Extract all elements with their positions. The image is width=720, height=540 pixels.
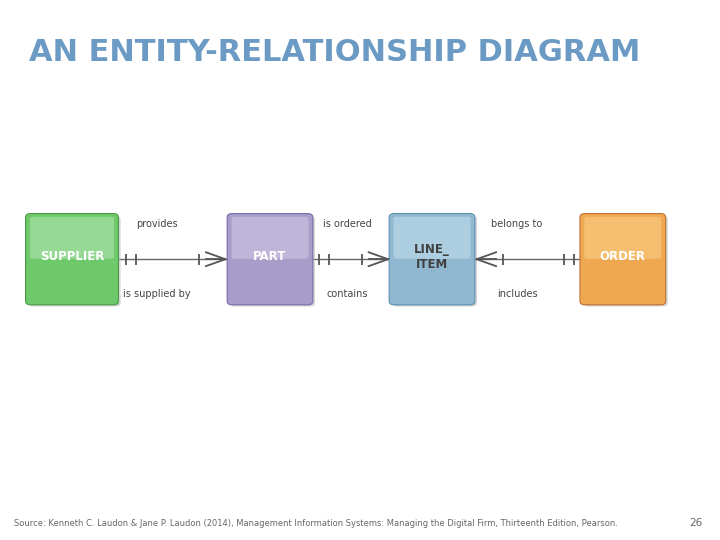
Text: is supplied by: is supplied by <box>123 289 191 299</box>
Text: includes: includes <box>497 289 537 299</box>
FancyBboxPatch shape <box>394 217 471 259</box>
FancyBboxPatch shape <box>580 213 665 305</box>
FancyBboxPatch shape <box>29 216 121 306</box>
Text: Source: Kenneth C. Laudon & Jane P. Laudon (2014), Management Information System: Source: Kenneth C. Laudon & Jane P. Laud… <box>14 519 618 528</box>
Text: 26: 26 <box>689 518 702 528</box>
Text: belongs to: belongs to <box>491 219 543 230</box>
FancyBboxPatch shape <box>30 217 114 259</box>
FancyBboxPatch shape <box>393 216 477 306</box>
Text: is ordered: is ordered <box>323 219 372 230</box>
FancyBboxPatch shape <box>583 216 668 306</box>
Text: SUPPLIER: SUPPLIER <box>40 250 104 263</box>
FancyBboxPatch shape <box>26 213 119 305</box>
FancyBboxPatch shape <box>230 216 315 306</box>
FancyBboxPatch shape <box>228 213 312 305</box>
FancyBboxPatch shape <box>585 217 661 259</box>
Text: LINE_
ITEM: LINE_ ITEM <box>414 242 450 271</box>
Text: ORDER: ORDER <box>600 250 646 263</box>
Text: contains: contains <box>326 289 368 299</box>
Text: provides: provides <box>136 219 178 230</box>
Text: PART: PART <box>253 250 287 263</box>
Text: AN ENTITY-RELATIONSHIP DIAGRAM: AN ENTITY-RELATIONSHIP DIAGRAM <box>29 38 640 67</box>
FancyBboxPatch shape <box>232 217 308 259</box>
FancyBboxPatch shape <box>389 213 475 305</box>
